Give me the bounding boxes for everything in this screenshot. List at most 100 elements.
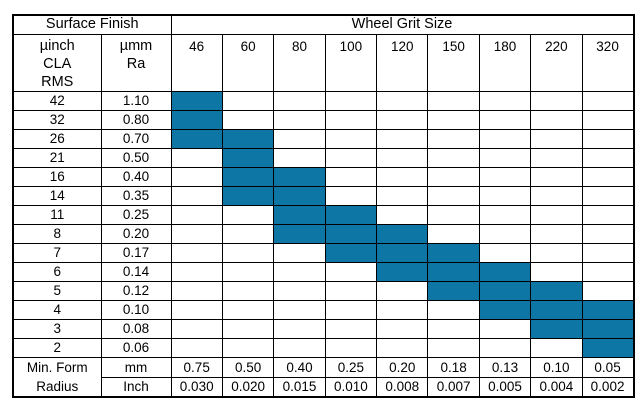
grit-cell-empty xyxy=(376,166,429,187)
grit-cell-empty xyxy=(170,166,223,187)
uinch-value: 5 xyxy=(12,280,102,301)
grit-cell-empty xyxy=(427,337,480,358)
finish-row-5: 5 0.12 xyxy=(12,280,635,301)
grit-cell-shaded-8-80 xyxy=(273,223,326,244)
grit-cell-empty xyxy=(376,109,429,130)
grit-cell-empty xyxy=(273,128,326,149)
grit-cell-empty xyxy=(530,185,583,206)
grit-cell-shaded-5-180 xyxy=(478,280,532,301)
grit-size-header-80: 80 xyxy=(273,33,326,92)
uinch-value: 8 xyxy=(12,223,102,244)
grit-cell-empty xyxy=(581,280,635,301)
grit-cell-shaded-2-320 xyxy=(581,337,635,358)
grit-cell-empty xyxy=(478,337,532,358)
grit-cell-shaded-6-180 xyxy=(478,261,532,282)
grit-cell-empty xyxy=(427,109,480,130)
grit-cell-empty xyxy=(478,204,532,225)
umm-value: 0.10 xyxy=(100,299,172,320)
grit-cell-empty xyxy=(170,261,223,282)
grit-cell-empty xyxy=(581,204,635,225)
grit-cell-empty xyxy=(324,147,378,168)
grit-cell-empty xyxy=(581,166,635,187)
inch-radius-value: 0.007 xyxy=(427,376,480,398)
grit-cell-empty xyxy=(478,318,532,339)
min-form-radius-mm-row: Min. Form Radius mm 0.75 0.50 0.40 0.25 0.20… xyxy=(12,356,635,398)
grit-cell-shaded-3-220 xyxy=(530,318,583,339)
grit-cell-empty xyxy=(221,299,275,320)
finish-row-14: 14 0.35 xyxy=(12,185,635,206)
grit-cell-shaded-8-120 xyxy=(376,223,429,244)
grit-size-header-60: 60 xyxy=(221,33,275,92)
umm-value: 0.14 xyxy=(100,261,172,282)
uinch-value: 6 xyxy=(12,261,102,282)
grit-cell-empty xyxy=(273,90,326,111)
grit-cell-empty xyxy=(581,128,635,149)
grit-cell-empty xyxy=(324,128,378,149)
inch-radius-value: 0.015 xyxy=(273,376,326,398)
grit-cell-empty xyxy=(376,128,429,149)
mm-radius-value: 0.13 xyxy=(478,356,532,378)
min-form-radius-inch-row: Inch 0.030 0.020 0.015 0.010 0.008 0.007 0.005… xyxy=(13,376,635,398)
umm-value: 0.06 xyxy=(100,337,172,358)
grit-cell-shaded-16-80 xyxy=(273,166,326,187)
unit-header-row: µinch CLA RMS µmm Ra 46 60 80 100 120 150 180 2… xyxy=(12,33,635,92)
grit-cell-empty xyxy=(273,109,326,130)
grit-cell-empty xyxy=(581,185,635,206)
grit-cell-shaded-6-120 xyxy=(376,261,429,282)
grit-cell-empty xyxy=(376,280,429,301)
grit-cell-empty xyxy=(376,90,429,111)
grit-cell-shaded-14-80 xyxy=(273,185,326,206)
grit-cell-empty xyxy=(530,147,583,168)
inch-radius-value: 0.010 xyxy=(324,376,378,398)
umm-value: 0.70 xyxy=(100,128,172,149)
inch-unit-label: Inch xyxy=(100,376,172,398)
finish-row-26: 26 0.70 xyxy=(12,128,635,149)
mm-radius-value: 0.05 xyxy=(581,356,635,378)
grit-cell-empty xyxy=(478,147,532,168)
inch-radius-value: 0.020 xyxy=(221,376,275,398)
inch-radius-value: 0.002 xyxy=(581,376,635,398)
grit-cell-shaded-5-150 xyxy=(427,280,480,301)
grit-cell-shaded-4-320 xyxy=(581,299,635,320)
grit-size-header-46: 46 xyxy=(170,33,223,92)
grit-cell-empty xyxy=(273,337,326,358)
grit-cell-empty xyxy=(427,223,480,244)
grit-size-header-150: 150 xyxy=(427,33,480,92)
grit-cell-empty xyxy=(376,299,429,320)
uinch-value: 16 xyxy=(12,166,102,187)
grit-cell-empty xyxy=(427,128,480,149)
grit-cell-empty xyxy=(324,109,378,130)
rms-label: RMS xyxy=(41,73,74,90)
grit-cell-empty xyxy=(273,147,326,168)
grit-cell-shaded-14-60 xyxy=(221,185,275,206)
grit-cell-empty xyxy=(530,337,583,358)
uinch-value: 32 xyxy=(12,109,102,130)
uinch-value: 26 xyxy=(12,128,102,149)
umm-value: 0.12 xyxy=(100,280,172,301)
grit-cell-shaded-8-100 xyxy=(324,223,378,244)
grit-cell-empty xyxy=(530,90,583,111)
grit-cell-empty xyxy=(324,337,378,358)
grit-cell-empty xyxy=(324,261,378,282)
grit-cell-empty xyxy=(170,204,223,225)
finish-row-4: 4 0.10 xyxy=(12,299,635,320)
grit-cell-shaded-4-180 xyxy=(478,299,532,320)
grit-cell-empty xyxy=(221,261,275,282)
grit-cell-empty xyxy=(170,280,223,301)
grit-cell-empty xyxy=(221,90,275,111)
grit-cell-shaded-5-220 xyxy=(530,280,583,301)
grit-cell-empty xyxy=(478,109,532,130)
grit-cell-empty xyxy=(427,318,480,339)
min-form-radius-label: Min. Form Radius xyxy=(12,356,102,398)
grit-cell-empty xyxy=(478,128,532,149)
grit-cell-empty xyxy=(221,337,275,358)
mm-radius-value: 0.18 xyxy=(427,356,480,378)
inch-radius-value: 0.005 xyxy=(478,376,532,398)
grit-cell-empty xyxy=(221,109,275,130)
finish-row-6: 6 0.14 xyxy=(12,261,635,282)
grit-cell-empty xyxy=(170,185,223,206)
grit-cell-shaded-16-60 xyxy=(221,166,275,187)
grit-size-header-220: 220 xyxy=(530,33,583,92)
min-form-label-line: Min. Form xyxy=(26,359,88,375)
mm-radius-value: 0.25 xyxy=(324,356,378,378)
